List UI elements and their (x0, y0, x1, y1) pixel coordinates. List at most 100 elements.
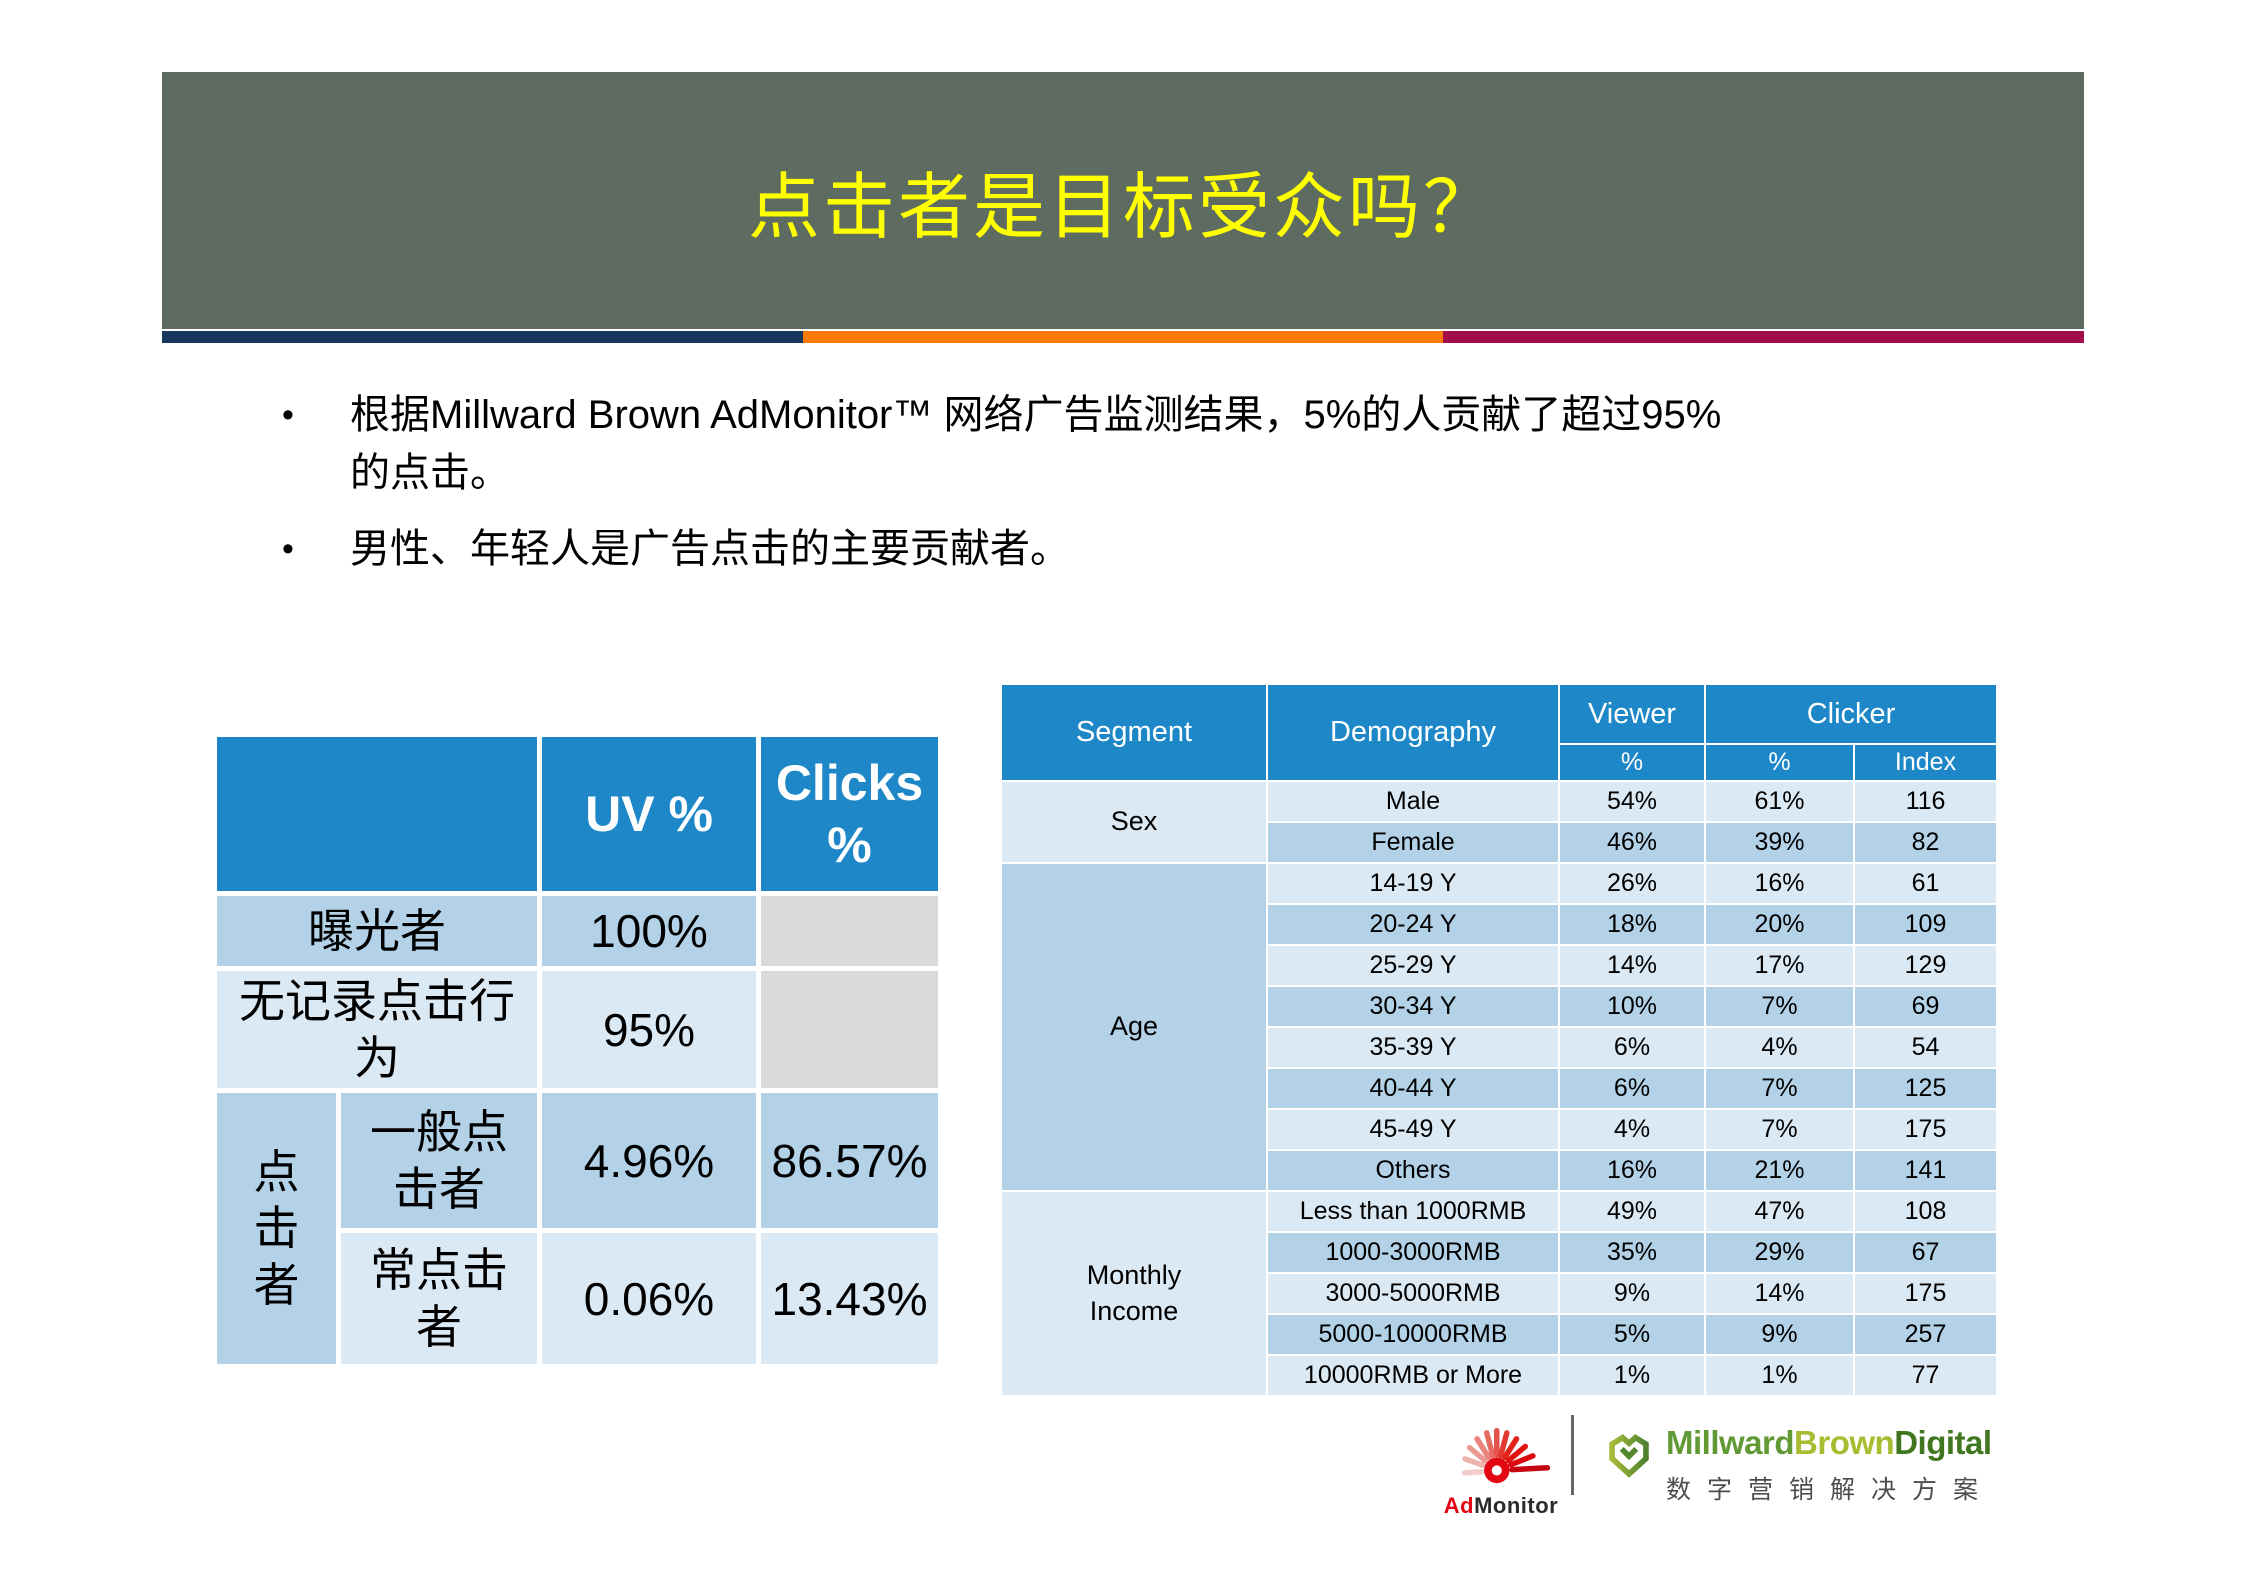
admonitor-wordmark-monitor: Monitor (1474, 1493, 1559, 1518)
table-cell-empty (756, 891, 943, 971)
table-cell: 3000-5000RMB (1266, 1272, 1560, 1315)
slide-header-band: 点击者是目标受众吗？ (162, 72, 2084, 329)
table-cell: 16% (1704, 862, 1855, 905)
table-row: 25-29 Y 14% 17% 129 (1001, 944, 1998, 987)
table-row: Age 14-19 Y 26% 16% 61 (1000, 862, 1998, 1192)
table-cell: 10% (1558, 985, 1706, 1028)
segment-cell: Age (1000, 862, 1268, 1192)
table-cell: 54% (1558, 780, 1706, 823)
table-cell: 25-29 Y (1266, 944, 1560, 987)
admonitor-wordmark-ad: Ad (1443, 1493, 1475, 1518)
admonitor-wordmark: AdMonitor (1443, 1493, 1559, 1519)
table-cell: 14-19 Y (1266, 862, 1560, 905)
table-cell: 39% (1704, 821, 1855, 864)
table-row: Monthly Income Less than 1000RMB 49% 47%… (1000, 1190, 1998, 1397)
table-cell: 5000-10000RMB (1266, 1313, 1560, 1356)
table-row: 10000RMB or More 1% 1% 77 (1001, 1354, 1998, 1397)
table-cell: 5% (1558, 1313, 1706, 1356)
table-row: 40-44 Y 6% 7% 125 (1001, 1067, 1998, 1110)
table-row: Female 46% 39% 82 (1001, 821, 1998, 864)
millwardbrown-logo: MillwardBrownDigital 数字营销解决方案 (1600, 1424, 1994, 1506)
table-cell: 125 (1853, 1067, 1998, 1110)
table-row: 5000-10000RMB 5% 9% 257 (1001, 1313, 1998, 1356)
wordmark-millward: Millward (1666, 1424, 1795, 1461)
table-cell: 257 (1853, 1313, 1998, 1356)
table-cell-label: 无记录点击行 为 (212, 966, 542, 1093)
table-cell: 30-34 Y (1266, 985, 1560, 1028)
table-cell-empty (756, 966, 943, 1093)
clicker-index-header: Index (1853, 743, 1998, 782)
table-cell: 61 (1853, 862, 1998, 905)
table-row: 点 击 者 一般点 击者 4.96% 86.57% (212, 1088, 943, 1369)
table-cell: 141 (1853, 1149, 1998, 1192)
accent-stripe-orange (802, 331, 1444, 343)
table-cell-group: 点 击 者 (212, 1088, 341, 1369)
left-table-clicks-header: Clicks % (756, 732, 943, 896)
table-cell: 109 (1853, 903, 1998, 946)
table-row: 35-39 Y 6% 4% 54 (1001, 1026, 1998, 1069)
table-cell: 21% (1704, 1149, 1855, 1192)
demography-header: Demography (1266, 683, 1560, 782)
table-cell: 1000-3000RMB (1266, 1231, 1560, 1274)
table-cell: 1% (1704, 1354, 1855, 1397)
right-table-header-row: Segment Demography Viewer Clicker (1000, 683, 1998, 782)
table-cell: 14% (1704, 1272, 1855, 1315)
table-cell: 77 (1853, 1354, 1998, 1397)
viewer-pct-header: % (1558, 743, 1706, 782)
table-cell: 1% (1558, 1354, 1706, 1397)
table-cell: 40-44 Y (1266, 1067, 1560, 1110)
millwardbrown-tagline: 数字营销解决方案 (1666, 1476, 1995, 1504)
millwardbrown-text: MillwardBrownDigital 数字营销解决方案 (1666, 1424, 1994, 1506)
table-cell: 20% (1704, 903, 1855, 946)
millwardbrown-wordmark: MillwardBrownDigital (1666, 1424, 1994, 1462)
bullet-text: 男性、年轻人是广告点击的主要贡献者。 (350, 527, 1070, 571)
table-cell: Male (1266, 780, 1560, 823)
table-cell: Less than 1000RMB (1266, 1190, 1560, 1233)
accent-stripe-navy (162, 331, 803, 343)
accent-stripe-maroon (1443, 331, 2085, 343)
table-cell: 108 (1853, 1190, 1998, 1233)
table-cell: 9% (1704, 1313, 1855, 1356)
admonitor-logo: AdMonitor (1443, 1406, 1559, 1519)
table-cell: 129 (1853, 944, 1998, 987)
clicker-pct-header: % (1704, 743, 1855, 782)
logo-divider (1571, 1415, 1574, 1495)
table-cell: 69 (1853, 985, 1998, 1028)
bullet-item: • 根据Millward Brown AdMonitor™ 网络广告监测结果，5… (268, 386, 1908, 502)
heart-icon (1609, 1434, 1649, 1478)
segment-cell: Sex (1000, 780, 1268, 864)
table-cell: 116 (1853, 780, 1998, 823)
table-row: 3000-5000RMB 9% 14% 175 (1001, 1272, 1998, 1315)
table-cell: 82 (1853, 821, 1998, 864)
table-cell: 7% (1704, 1067, 1855, 1110)
table-cell: 16% (1558, 1149, 1706, 1192)
table-cell: 175 (1853, 1272, 1998, 1315)
bullet-item: • 男性、年轻人是广告点击的主要贡献者。 (268, 520, 1908, 578)
table-cell: 17% (1704, 944, 1855, 987)
table-cell: 29% (1704, 1231, 1855, 1274)
table-cell: Female (1266, 821, 1560, 864)
segment-cell: Monthly Income (1000, 1190, 1268, 1397)
wordmark-brown: Brown (1794, 1424, 1895, 1461)
accent-stripe (162, 331, 2085, 343)
table-cell-uv: 4.96% (537, 1088, 761, 1233)
left-table-uv-header: UV % (537, 732, 761, 896)
clicker-header: Clicker (1704, 683, 1998, 745)
table-cell-uv: 0.06% (537, 1228, 761, 1369)
bullet-list: • 根据Millward Brown AdMonitor™ 网络广告监测结果，5… (268, 386, 1908, 596)
table-cell: 45-49 Y (1266, 1108, 1560, 1151)
table-row: Others 16% 21% 141 (1001, 1149, 1998, 1192)
table-row: 常点击 者 0.06% 13.43% (215, 1228, 943, 1369)
table-cell-clicks: 13.43% (756, 1228, 943, 1369)
table-cell: 49% (1558, 1190, 1706, 1233)
viewer-header: Viewer (1558, 683, 1706, 745)
table-cell: 67 (1853, 1231, 1998, 1274)
table-row: Sex Male 54% 61% 116 (1000, 780, 1998, 864)
table-cell: Others (1266, 1149, 1560, 1192)
table-cell: 10000RMB or More (1266, 1354, 1560, 1397)
table-row: 1000-3000RMB 35% 29% 67 (1001, 1231, 1998, 1274)
table-cell: 6% (1558, 1026, 1706, 1069)
table-cell: 4% (1558, 1108, 1706, 1151)
left-table-corner-cell (212, 732, 542, 896)
